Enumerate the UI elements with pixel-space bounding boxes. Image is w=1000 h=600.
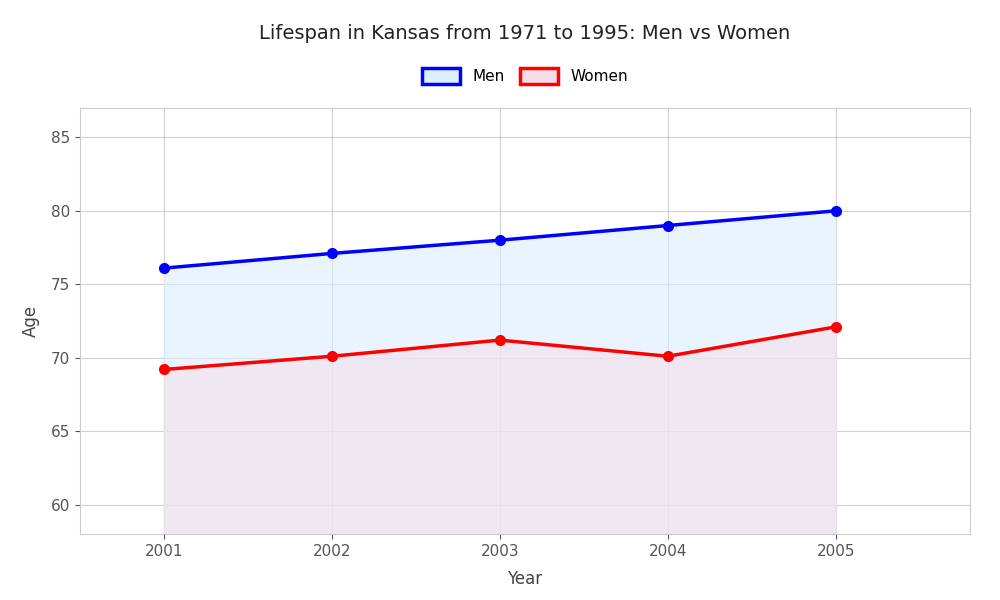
Legend: Men, Women: Men, Women: [414, 60, 636, 92]
X-axis label: Year: Year: [507, 570, 543, 588]
Title: Lifespan in Kansas from 1971 to 1995: Men vs Women: Lifespan in Kansas from 1971 to 1995: Me…: [259, 23, 791, 43]
Y-axis label: Age: Age: [22, 305, 40, 337]
